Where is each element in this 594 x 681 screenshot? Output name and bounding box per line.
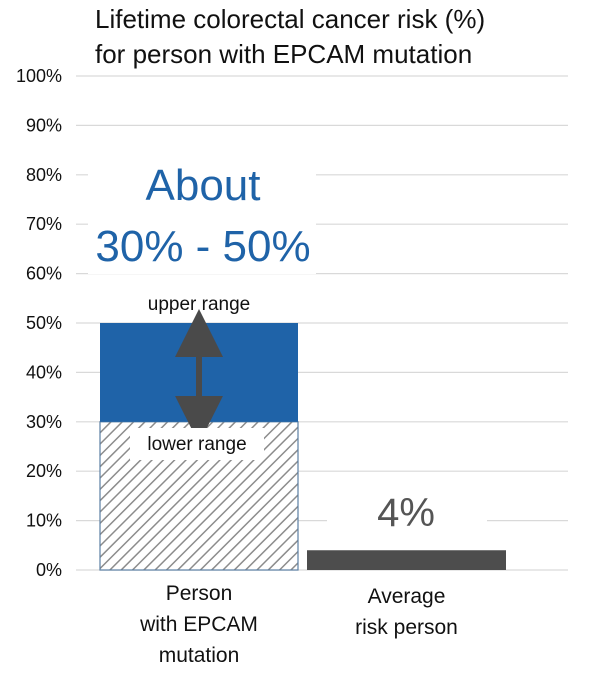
average-value-label-background xyxy=(327,480,487,540)
headline-line-2: 30% - 50% xyxy=(95,222,310,271)
y-tick-label-80: 80% xyxy=(26,165,62,185)
category-2-line-2: risk person xyxy=(355,616,458,639)
y-tick-label-90: 90% xyxy=(26,115,62,135)
y-tick-label-0: 0% xyxy=(36,560,62,580)
chart-title-line-1: Lifetime colorectal cancer risk (%) xyxy=(95,4,485,34)
y-tick-label-100: 100% xyxy=(16,66,62,86)
y-tick-labels: 0% 10% 20% 30% 40% 50% 60% 70% 80% 90% 100% xyxy=(16,66,62,580)
lower-range-label: lower range xyxy=(147,434,246,455)
headline-background xyxy=(88,148,316,274)
y-tick-label-40: 40% xyxy=(26,362,62,382)
y-tick-label-60: 60% xyxy=(26,264,62,284)
x-category-labels: Person with EPCAM mutation Average risk pers… xyxy=(139,582,458,667)
headline-line-1: About xyxy=(146,161,261,210)
average-value-label: 4% xyxy=(377,491,435,535)
upper-range-label: upper range xyxy=(148,294,250,315)
lower-range-label-background xyxy=(130,428,264,460)
category-1-line-2: with EPCAM xyxy=(139,613,258,636)
bar-average-risk xyxy=(307,550,506,570)
y-tick-label-50: 50% xyxy=(26,313,62,333)
chart-title: Lifetime colorectal cancer risk (%) for p… xyxy=(95,4,485,69)
chart-title-line-2: for person with EPCAM mutation xyxy=(95,39,472,69)
y-tick-label-30: 30% xyxy=(26,412,62,432)
y-tick-label-70: 70% xyxy=(26,214,62,234)
category-1-line-1: Person xyxy=(166,582,233,605)
category-2-line-1: Average xyxy=(368,585,446,608)
y-tick-label-20: 20% xyxy=(26,461,62,481)
category-1-line-3: mutation xyxy=(159,644,240,667)
y-tick-label-10: 10% xyxy=(26,511,62,531)
annotations: About 30% - 50% upper range lower range 4% xyxy=(88,148,487,540)
